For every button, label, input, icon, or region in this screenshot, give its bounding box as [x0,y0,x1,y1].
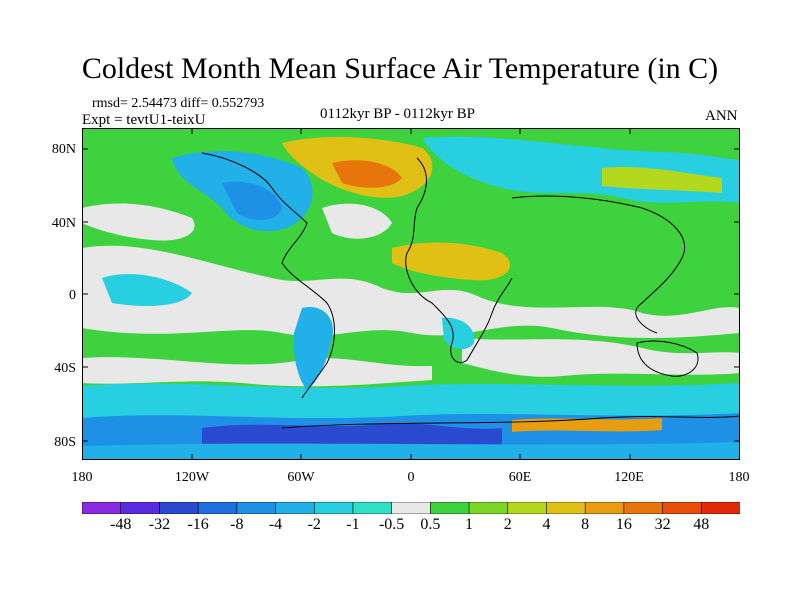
americas-coast [201,152,335,399]
rmsd-diff-text: rmsd= 2.54473 diff= 0.552793 [92,96,265,111]
australia-coast [636,340,699,377]
color-legend-swatch [197,502,238,514]
lat-label-40n: 40N [51,216,76,231]
color-legend-swatch [584,502,625,514]
color-legend-label: 2 [503,516,512,533]
lon-label-180e: 180 [728,470,750,485]
south-america-cold-region [293,307,333,390]
experiment-label: Expt = tevtU1-teixU [82,112,206,128]
color-legend-swatch [623,502,664,514]
lon-label-60e: 60E [508,470,532,485]
europe-africa-coast [405,157,513,364]
color-legend-label: 48 [693,516,710,533]
asia-coast [511,195,686,334]
lat-label-80n: 80N [51,142,76,157]
color-legend-swatch [275,502,315,514]
tropical-neutral-band [82,245,740,338]
north-atlantic-neutral [322,203,392,239]
antarctica-coast [281,415,740,429]
color-legend-label: -16 [187,516,209,533]
color-legend-swatch [120,502,161,514]
period-label: 0112kyr BP - 0112kyr BP [320,106,476,122]
lat-label-0: 0 [69,288,76,303]
color-legend-label: -48 [110,516,132,533]
color-legend-swatch [236,502,277,514]
lon-label-120w: 120W [174,470,210,485]
color-legend-swatch [507,502,548,514]
coastlines [201,152,740,429]
color-legend-label: 16 [615,516,632,533]
southern-neutral-band [82,357,432,387]
southern-ocean-band [82,383,740,423]
color-legend-swatch [546,502,586,514]
color-legend-label: 32 [654,516,671,533]
color-legend-label: -0.5 [378,516,405,533]
lon-label-120e: 120E [614,470,644,485]
lat-label-80s: 80S [54,435,76,450]
antarctic-warm-patch [512,418,662,432]
color-legend-label: -8 [230,516,244,533]
color-legend-swatch [700,502,740,514]
color-legend-label: 4 [542,516,551,533]
north-pacific-neutral [82,203,195,241]
color-legend-label: -2 [307,516,321,533]
color-legend-swatch [391,502,431,514]
color-legend-label: -32 [148,516,171,533]
color-legend-swatch [313,502,354,514]
sahara-warm-region [392,242,511,281]
color-legend-label: 0.5 [420,516,441,533]
color-legend-swatch [662,502,702,514]
antarctic-deep-blue [202,423,502,449]
siberia-warm-patch [602,167,722,193]
canada-deep-cold [222,181,282,220]
lon-label-60w: 60W [287,470,315,485]
tropical-pacific-cool [102,273,192,306]
color-legend-label: 8 [581,516,590,533]
arctic-hot-core [332,160,402,188]
antarctic-edge [82,442,740,460]
season-label: ANN [705,108,738,124]
indian-ocean-neutral [462,338,740,377]
color-legend-swatch [352,502,393,514]
lon-label-180w: 180 [71,470,93,485]
southern-africa-cool [442,317,475,350]
color-legend-swatch [159,502,199,514]
color-legend-label: -4 [268,516,283,533]
color-legend-bar [82,502,740,514]
color-legend-swatch [82,502,122,514]
temperature-anomaly-map [82,128,740,460]
axis-ticks [82,128,740,460]
lat-label-40s: 40S [54,361,76,376]
color-legend-swatch [430,502,470,514]
map-title: Coldest Month Mean Surface Air Temperatu… [81,52,719,85]
color-legend-swatch [468,502,509,514]
color-legend-label: 1 [465,516,474,533]
color-legend-label: -1 [346,516,360,533]
lon-label-0: 0 [407,470,415,485]
